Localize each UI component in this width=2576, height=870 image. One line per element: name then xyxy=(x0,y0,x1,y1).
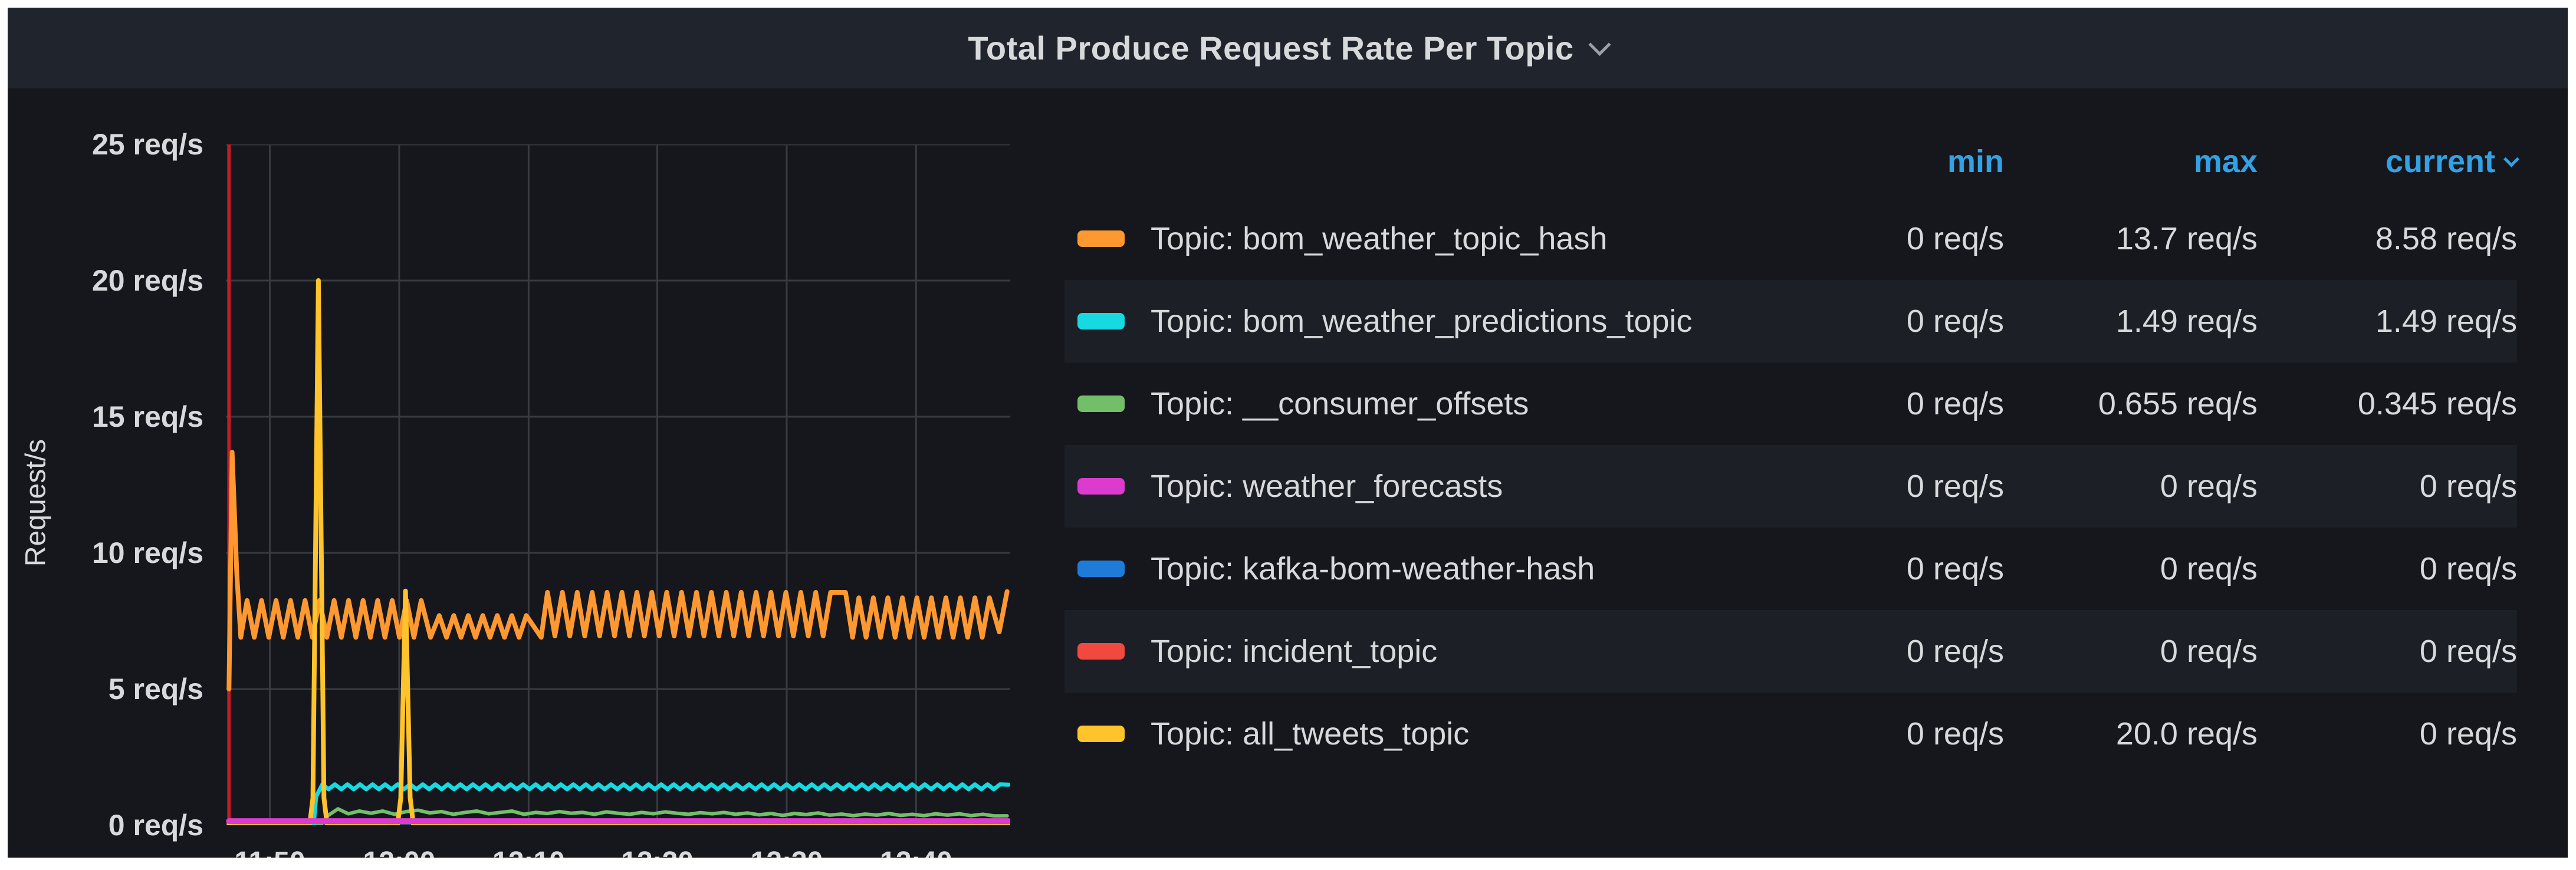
x-axis-tick-label: 11:50 xyxy=(234,846,305,858)
series-color-swatch[interactable] xyxy=(1077,561,1125,577)
series-color-swatch[interactable] xyxy=(1077,726,1125,742)
series-line xyxy=(226,450,1010,691)
x-axis-tick-label: 12:20 xyxy=(621,846,694,858)
panel-header: Total Produce Request Rate Per Topic xyxy=(8,8,2568,88)
legend-header: min max current xyxy=(1064,126,2519,197)
series-min-value: 0 req/s xyxy=(1906,386,2004,421)
legend-row: Topic: weather_forecasts 0 req/s 0 req/s… xyxy=(1064,445,2517,528)
legend-table: min max current Topic: bom_weather_topic… xyxy=(1064,126,2519,775)
x-axis-tick-label: 12:30 xyxy=(751,846,823,858)
panel-title-text: Total Produce Request Rate Per Topic xyxy=(968,29,1574,67)
series-min-value: 0 req/s xyxy=(1906,469,2004,504)
series-current-value: 0.345 req/s xyxy=(2357,386,2517,421)
series-color-swatch[interactable] xyxy=(1077,478,1125,495)
series-label[interactable]: Topic: kafka-bom-weather-hash xyxy=(1151,551,1595,586)
legend-row: Topic: incident_topic 0 req/s 0 req/s 0 … xyxy=(1064,610,2517,693)
series-label[interactable]: Topic: bom_weather_topic_hash xyxy=(1151,221,1608,256)
series-min-value: 0 req/s xyxy=(1906,304,2004,339)
y-axis-tick-label: 15 req/s xyxy=(91,400,203,433)
x-axis-tick-label: 12:40 xyxy=(880,846,952,858)
series-current-value: 8.58 req/s xyxy=(2375,221,2517,256)
grafana-panel: Total Produce Request Rate Per Topic Req… xyxy=(8,8,2568,858)
time-series-plot[interactable] xyxy=(226,144,1010,825)
legend-row: Topic: bom_weather_topic_hash 0 req/s 13… xyxy=(1064,197,2517,280)
legend-row: Topic: all_tweets_topic 0 req/s 20.0 req… xyxy=(1064,693,2517,775)
legend-header-max[interactable]: max xyxy=(2193,144,2258,179)
series-line xyxy=(226,782,1010,825)
series-color-swatch[interactable] xyxy=(1077,396,1125,412)
series-max-value: 1.49 req/s xyxy=(2115,304,2258,339)
series-label[interactable]: Topic: all_tweets_topic xyxy=(1151,716,1470,752)
y-axis-tick-label: 0 req/s xyxy=(108,809,203,842)
legend-row: Topic: kafka-bom-weather-hash 0 req/s 0 … xyxy=(1064,528,2517,610)
series-color-swatch[interactable] xyxy=(1077,230,1125,247)
legend-row: Topic: __consumer_offsets 0 req/s 0.655 … xyxy=(1064,362,2517,445)
panel-title[interactable]: Total Produce Request Rate Per Topic xyxy=(968,29,1611,67)
series-label[interactable]: Topic: bom_weather_predictions_topic xyxy=(1151,304,1693,339)
series-label[interactable]: Topic: __consumer_offsets xyxy=(1151,386,1529,421)
chevron-down-icon xyxy=(1588,33,1611,56)
series-label[interactable]: Topic: weather_forecasts xyxy=(1151,469,1503,504)
series-min-value: 0 req/s xyxy=(1906,221,2004,256)
series-max-value: 0 req/s xyxy=(2160,469,2258,504)
y-axis-tick-label: 10 req/s xyxy=(91,536,203,569)
series-color-swatch[interactable] xyxy=(1077,643,1125,660)
series-current-value: 0 req/s xyxy=(2419,716,2517,752)
chevron-down-icon xyxy=(2503,151,2519,167)
legend-header-min[interactable]: min xyxy=(1947,144,2004,179)
legend-header-current[interactable]: current xyxy=(2258,143,2519,180)
y-axis-tick-label: 5 req/s xyxy=(108,673,203,706)
series-max-value: 0.655 req/s xyxy=(2098,386,2258,421)
series-max-value: 13.7 req/s xyxy=(2115,221,2258,256)
series-current-value: 1.49 req/s xyxy=(2375,304,2517,339)
series-max-value: 0 req/s xyxy=(2160,551,2258,586)
series-current-value: 0 req/s xyxy=(2419,634,2517,669)
series-max-value: 20.0 req/s xyxy=(2115,716,2258,752)
series-current-value: 0 req/s xyxy=(2419,551,2517,586)
series-max-value: 0 req/s xyxy=(2160,634,2258,669)
series-label[interactable]: Topic: incident_topic xyxy=(1151,634,1438,669)
series-current-value: 0 req/s xyxy=(2419,469,2517,504)
y-axis-tick-label: 25 req/s xyxy=(91,128,203,161)
y-axis-tick-label: 20 req/s xyxy=(91,264,203,297)
series-min-value: 0 req/s xyxy=(1906,716,2004,752)
legend-row: Topic: bom_weather_predictions_topic 0 r… xyxy=(1064,280,2517,362)
x-axis-tick-label: 12:00 xyxy=(363,846,436,858)
series-color-swatch[interactable] xyxy=(1077,313,1125,329)
x-axis-tick-label: 12:10 xyxy=(492,846,565,858)
series-line xyxy=(227,807,1009,825)
series-min-value: 0 req/s xyxy=(1906,551,2004,586)
series-min-value: 0 req/s xyxy=(1906,634,2004,669)
